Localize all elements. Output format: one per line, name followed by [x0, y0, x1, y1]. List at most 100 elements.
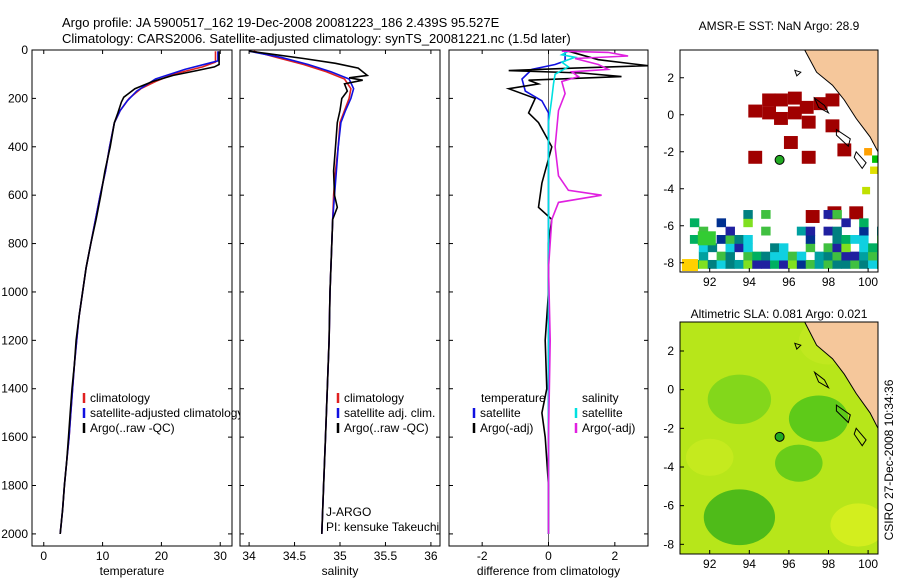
sst-cell	[725, 259, 735, 269]
sst-cell	[774, 93, 788, 107]
sst-cell	[859, 218, 869, 228]
sla-blob	[830, 503, 878, 547]
sst-cell	[689, 235, 700, 244]
series-line-black	[59, 51, 220, 534]
map-x-tick-label: 94	[743, 275, 757, 289]
map-y-tick-label: -6	[663, 219, 674, 233]
sst-cell	[832, 251, 842, 261]
legend-entry: Argo(..raw -QC)	[90, 421, 175, 435]
island	[835, 404, 851, 424]
map-x-tick-label: 94	[743, 557, 757, 571]
sst-cell	[761, 251, 771, 261]
x-tick-label: 10	[96, 549, 110, 563]
sst-cell	[841, 218, 851, 228]
x-axis-label: difference from climatology	[477, 564, 620, 578]
map-x-tick-label: 100	[858, 557, 878, 571]
legend-entry: Argo(-adj)	[582, 421, 635, 435]
sst-cell	[864, 148, 873, 156]
sst-cell	[841, 259, 851, 269]
sst-map: AMSR-E SST: NaN Argo: 28.9 92 94 96 98 100 2 0…	[663, 19, 879, 289]
land-mass	[804, 50, 878, 153]
x-tick-label: 0	[545, 549, 552, 563]
sst-cell	[725, 251, 735, 261]
sst-cell	[787, 91, 802, 105]
sst-cell	[725, 226, 735, 236]
sst-cell	[796, 226, 807, 236]
sst-cell	[801, 115, 816, 129]
sst-cell	[752, 259, 762, 269]
sst-cell	[761, 259, 771, 269]
series-line-black	[505, 50, 648, 534]
legend-entry: satellite	[582, 406, 623, 420]
y-tick-label: 1800	[1, 479, 28, 493]
legend-heading-salinity: salinity	[582, 391, 619, 405]
plot-frame	[31, 49, 233, 547]
map-y-tick-label: 2	[667, 344, 674, 358]
sst-cell	[796, 259, 807, 269]
sst-cell	[814, 259, 825, 269]
sst-cell	[762, 106, 777, 120]
island	[794, 342, 802, 351]
sst-cell	[849, 206, 864, 220]
island	[813, 370, 830, 390]
map-x-tick-label: 96	[782, 557, 796, 571]
sst-cell	[707, 259, 718, 269]
y-tick-label: 2000	[1, 527, 28, 541]
sst-cell	[716, 259, 727, 269]
legend-entry: climatology	[90, 391, 150, 405]
sla-blob	[775, 444, 823, 482]
sst-cell	[825, 93, 840, 107]
sst-cell	[805, 243, 816, 253]
sst-cell	[805, 210, 820, 223]
x-tick-label: 0	[40, 549, 47, 563]
salinity-panel: 34 34.5 35 35.5 36 salinity climatologysatelli…	[239, 49, 441, 578]
sst-cell	[868, 251, 878, 261]
sst-cell	[787, 259, 798, 269]
sst-cell	[787, 106, 802, 120]
sst-cell	[698, 251, 709, 261]
x-axis-label: temperature	[100, 564, 165, 578]
map-y-tick-label: -4	[663, 182, 674, 196]
map-frame	[679, 49, 879, 273]
sla-blob	[685, 438, 734, 476]
y-tick-label: 1600	[1, 430, 28, 444]
y-tick-label: 400	[8, 140, 28, 154]
sst-cell	[697, 231, 716, 246]
sst-cell	[805, 235, 816, 244]
sst-cell	[743, 243, 753, 253]
sst-cell	[752, 251, 762, 261]
pi-label: PI: kensuke Takeuchi	[326, 520, 439, 534]
sst-cell	[748, 150, 763, 164]
sst-cell	[868, 243, 878, 253]
figure-title-line2: Climatology: CARS2006. Satellite-adjuste…	[62, 31, 571, 46]
sst-cell	[832, 210, 842, 219]
sst-cell	[734, 235, 744, 244]
argo-float-marker	[774, 431, 785, 442]
series-line-black	[248, 50, 370, 534]
sst-cell	[841, 251, 851, 261]
sst-cell	[698, 259, 709, 269]
argo-float-marker	[774, 154, 785, 165]
sst-cell	[779, 243, 789, 253]
legend-entry: Argo(..raw -QC)	[344, 421, 429, 435]
sst-cell	[841, 235, 851, 244]
map-x-tick-label: 92	[703, 275, 717, 289]
sst-cell	[783, 136, 798, 149]
island	[853, 150, 867, 170]
sst-cell	[770, 251, 780, 261]
island	[813, 96, 830, 115]
sst-cell	[814, 251, 825, 261]
x-tick-label: 30	[214, 549, 228, 563]
sst-cell	[799, 100, 814, 114]
x-tick-label: 35.5	[374, 549, 398, 563]
sst-cell	[837, 143, 852, 157]
sst-cell	[823, 251, 833, 261]
map-y-tick-label: -8	[663, 537, 674, 551]
sst-cell	[698, 226, 709, 236]
sst-cell	[743, 251, 753, 261]
series-line-cyan	[547, 50, 579, 534]
sst-cell	[805, 226, 816, 236]
sst-cell	[743, 218, 753, 228]
sst-cell	[832, 243, 842, 253]
